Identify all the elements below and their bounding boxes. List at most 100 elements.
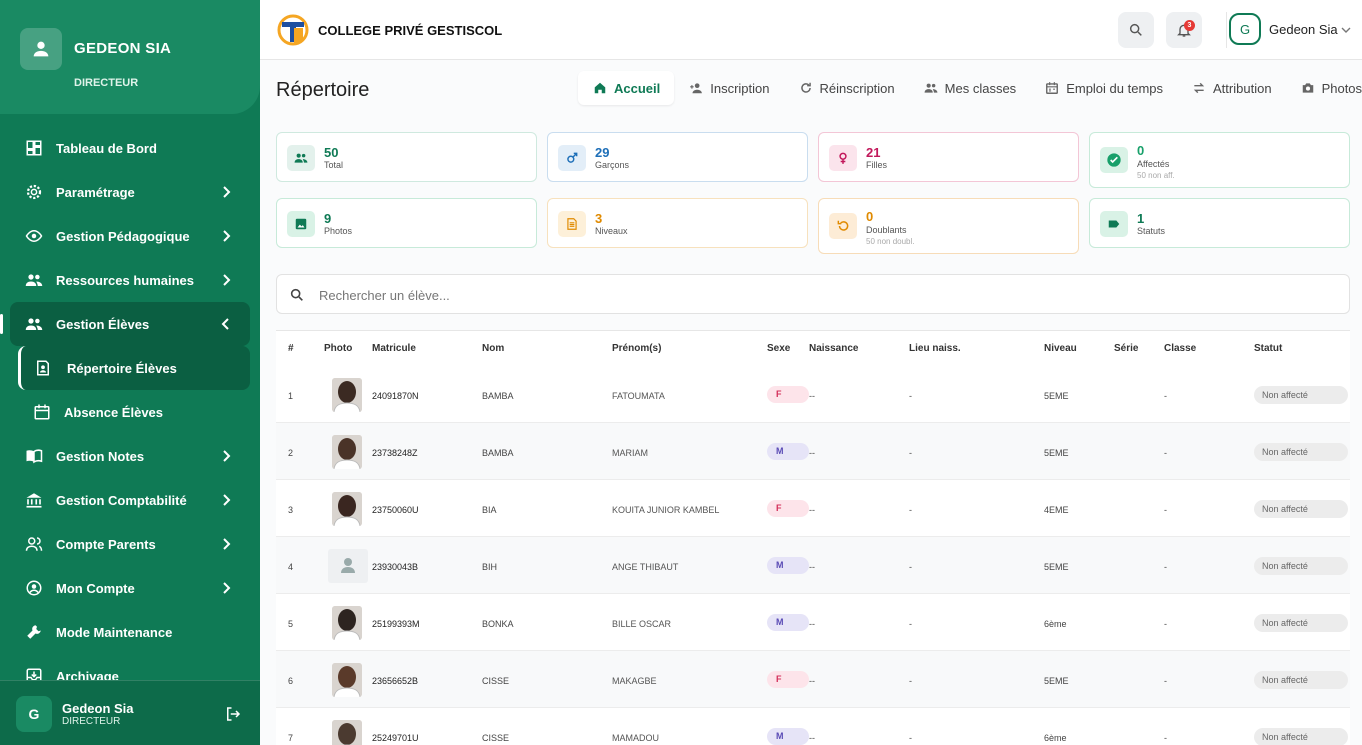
column-header[interactable]: Série	[1114, 343, 1139, 354]
notifications-button[interactable]: 3	[1166, 12, 1202, 48]
stat-label: Total	[324, 160, 344, 170]
stat-value: 29	[595, 145, 610, 160]
tab-label: Inscription	[710, 80, 770, 96]
search-input[interactable]	[319, 285, 1219, 305]
birth-place: -	[909, 733, 912, 743]
table-row[interactable]: 3 23750060U BIA KOUITA JUNIOR KAMBEL F -…	[276, 480, 1350, 537]
sidebar-subitem-absence-l-ves[interactable]: Absence Élèves	[0, 390, 260, 434]
user-menu[interactable]: G Gedeon Sia	[1226, 12, 1354, 48]
stat-card-niveaux[interactable]: 3 Niveaux	[547, 198, 808, 248]
matricule: 23656652B	[372, 676, 419, 686]
sidebar-item-mode-maintenance[interactable]: Mode Maintenance	[0, 610, 260, 654]
table-row[interactable]: 6 23656652B CISSE MAKAGBE F -- - 5EME - …	[276, 651, 1350, 708]
sidebar-item-gestion-notes[interactable]: Gestion Notes	[0, 434, 260, 478]
footer-user-role: DIRECTEUR	[62, 716, 121, 727]
level: 5EME	[1044, 448, 1069, 458]
swap-icon	[1191, 81, 1207, 95]
column-header[interactable]: Nom	[482, 343, 505, 354]
check-circle-icon	[1100, 147, 1128, 173]
sex-badge: F	[767, 386, 809, 403]
column-header[interactable]: Photo	[324, 343, 353, 354]
sidebar-subitem-label: Répertoire Élèves	[67, 360, 177, 376]
stat-card-photos[interactable]: 9 Photos	[276, 198, 537, 248]
search-button[interactable]	[1118, 12, 1154, 48]
row-number: 6	[288, 676, 294, 686]
column-header[interactable]: #	[288, 343, 294, 354]
tab-r-inscription[interactable]: Réinscription	[784, 71, 909, 105]
sex-badge: F	[767, 500, 809, 517]
column-header[interactable]: Lieu naiss.	[909, 343, 961, 354]
male-icon	[558, 145, 586, 171]
sidebar-item-gestion-comptabilit-[interactable]: Gestion Comptabilité	[0, 478, 260, 522]
first-name: KOUITA JUNIOR KAMBEL	[612, 505, 720, 515]
sidebar-item-tableau-de-bord[interactable]: Tableau de Bord	[0, 126, 260, 170]
sidebar-item-mon-compte[interactable]: Mon Compte	[0, 566, 260, 610]
sidebar-item-param-trage[interactable]: Paramétrage	[0, 170, 260, 214]
stat-card-statuts[interactable]: 1 Statuts	[1089, 198, 1350, 248]
sidebar-item-compte-parents[interactable]: Compte Parents	[0, 522, 260, 566]
sidebar-item-ressources-humaines[interactable]: Ressources humaines	[0, 258, 260, 302]
table-row[interactable]: 7 25249701U CISSE MAMADOU M -- - 6ème - …	[276, 708, 1350, 745]
class: -	[1164, 562, 1167, 572]
sex-badge: F	[767, 671, 809, 688]
stat-card-total[interactable]: 50 Total	[276, 132, 537, 182]
table-row[interactable]: 1 24091870N BAMBA FATOUMATA F -- - 5EME …	[276, 366, 1350, 423]
sidebar-item-label: Archivage	[56, 668, 119, 684]
tab-accueil[interactable]: Accueil	[578, 71, 675, 105]
sidebar-item-gestion-p-dagogique[interactable]: Gestion Pédagogique	[0, 214, 260, 258]
student-photo	[332, 492, 362, 526]
tab-photos[interactable]: Photos	[1286, 71, 1362, 105]
column-header[interactable]: Naissance	[809, 343, 859, 354]
tab-emploi-du-temps[interactable]: Emploi du temps	[1030, 71, 1177, 105]
column-header[interactable]: Matricule	[372, 343, 416, 354]
tab-attribution[interactable]: Attribution	[1177, 71, 1286, 105]
birth-date: --	[809, 676, 815, 686]
tab-mes-classes[interactable]: Mes classes	[909, 71, 1031, 105]
sidebar-subitem-r-pertoire-l-ves[interactable]: Répertoire Élèves	[18, 346, 250, 390]
table-row[interactable]: 2 23738248Z BAMBA MARIAM M -- - 5EME - N…	[276, 423, 1350, 480]
book-icon	[24, 447, 44, 465]
profile-name: GEDEON SIA	[74, 40, 172, 57]
footer-user-name: Gedeon Sia	[62, 701, 134, 716]
tab-label: Réinscription	[819, 80, 895, 96]
topbar: COLLEGE PRIVÉ GESTISCOL 3 G Gedeon Sia	[260, 0, 1362, 60]
column-header[interactable]: Sexe	[767, 343, 791, 354]
class: -	[1164, 505, 1167, 515]
first-name: BILLE OSCAR	[612, 619, 672, 629]
image-icon	[287, 211, 315, 237]
notification-badge: 3	[1184, 20, 1195, 31]
chevron-left-icon	[220, 317, 232, 331]
logout-icon[interactable]	[224, 705, 242, 723]
sidebar-item-gestion-l-ves[interactable]: Gestion Élèves	[0, 302, 250, 346]
search-icon	[1129, 23, 1142, 36]
list-icon	[558, 211, 586, 237]
birth-date: --	[809, 391, 815, 401]
stat-card-doublants[interactable]: 0 Doublants 50 non doubl.	[818, 198, 1079, 254]
stat-card-gar-ons[interactable]: 29 Garçons	[547, 132, 808, 182]
column-header[interactable]: Classe	[1164, 343, 1197, 354]
stat-label: Filles	[866, 160, 888, 170]
sidebar-item-archivage[interactable]: Archivage	[0, 654, 260, 698]
user-avatar: G	[1229, 13, 1261, 45]
stat-card-filles[interactable]: 21 Filles	[818, 132, 1079, 182]
tab-inscription[interactable]: Inscription	[674, 71, 783, 105]
sidebar-item-label: Ressources humaines	[56, 272, 195, 288]
table-row[interactable]: 4 23930043B BIH ANGE THIBAUT M -- - 5EME…	[276, 537, 1350, 594]
birth-place: -	[909, 619, 912, 629]
last-name: BONKA	[482, 619, 514, 629]
add-user-icon	[688, 81, 704, 95]
student-photo	[332, 435, 362, 469]
status-badge: Non affecté	[1254, 500, 1348, 518]
tag-icon	[1100, 211, 1128, 237]
birth-place: -	[909, 391, 912, 401]
column-header[interactable]: Prénom(s)	[612, 343, 662, 354]
people-icon	[923, 81, 939, 95]
birth-date: --	[809, 448, 815, 458]
column-header[interactable]: Statut	[1254, 343, 1283, 354]
table-row[interactable]: 5 25199393M BONKA BILLE OSCAR M -- - 6èm…	[276, 594, 1350, 651]
sidebar-footer: G Gedeon Sia DIRECTEUR	[0, 680, 260, 745]
chevron-right-icon	[220, 493, 232, 507]
sidebar-item-label: Gestion Notes	[56, 448, 145, 464]
stat-card-affect-s[interactable]: 0 Affectés 50 non aff.	[1089, 132, 1350, 188]
column-header[interactable]: Niveau	[1044, 343, 1077, 354]
